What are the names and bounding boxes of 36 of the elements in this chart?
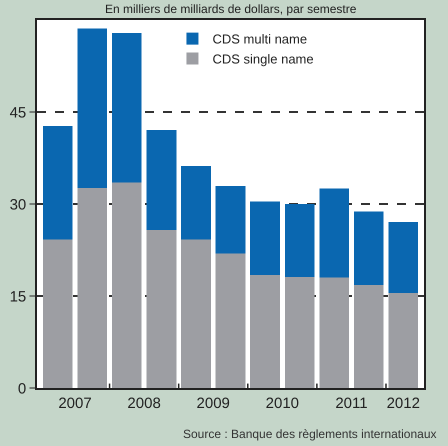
- bar: [42, 240, 73, 388]
- bar: [42, 126, 73, 240]
- bar: [77, 28, 108, 188]
- bar: [146, 230, 176, 388]
- y-tick-label: 15: [10, 288, 26, 306]
- bar: [354, 284, 384, 388]
- legend-label: CDS single name: [212, 52, 314, 67]
- x-tick-label: 2010: [266, 394, 300, 412]
- bar: [250, 202, 280, 276]
- x-tick-label: 2008: [127, 394, 161, 412]
- bar: [319, 188, 350, 278]
- x-tick-label: 2007: [58, 394, 92, 412]
- bar: [216, 254, 246, 388]
- y-tick-label: 0: [18, 380, 26, 398]
- bar: [388, 292, 418, 388]
- bar: [354, 211, 384, 285]
- x-tick-label: 2009: [196, 394, 230, 412]
- bar: [250, 275, 280, 388]
- bar: [112, 182, 142, 388]
- bar: [77, 188, 108, 388]
- bar: [146, 130, 176, 230]
- bar: [181, 240, 211, 388]
- bar: [216, 186, 246, 254]
- x-tick-label: 2011: [335, 394, 368, 412]
- y-tick-label: 45: [10, 104, 26, 122]
- bar: [284, 276, 314, 388]
- x-tick-label: 2012: [386, 394, 420, 412]
- chart-title: En milliers de milliards de dollars, par semestre: [105, 2, 357, 16]
- bar: [319, 278, 350, 388]
- bar: [284, 204, 314, 277]
- legend-label: CDS multi name: [212, 32, 308, 47]
- bar: [112, 32, 142, 183]
- source-note: Source : Banque des règlements internationaux: [183, 427, 436, 441]
- bar: [181, 166, 211, 240]
- y-tick-label: 30: [10, 196, 26, 214]
- bar: [388, 222, 418, 293]
